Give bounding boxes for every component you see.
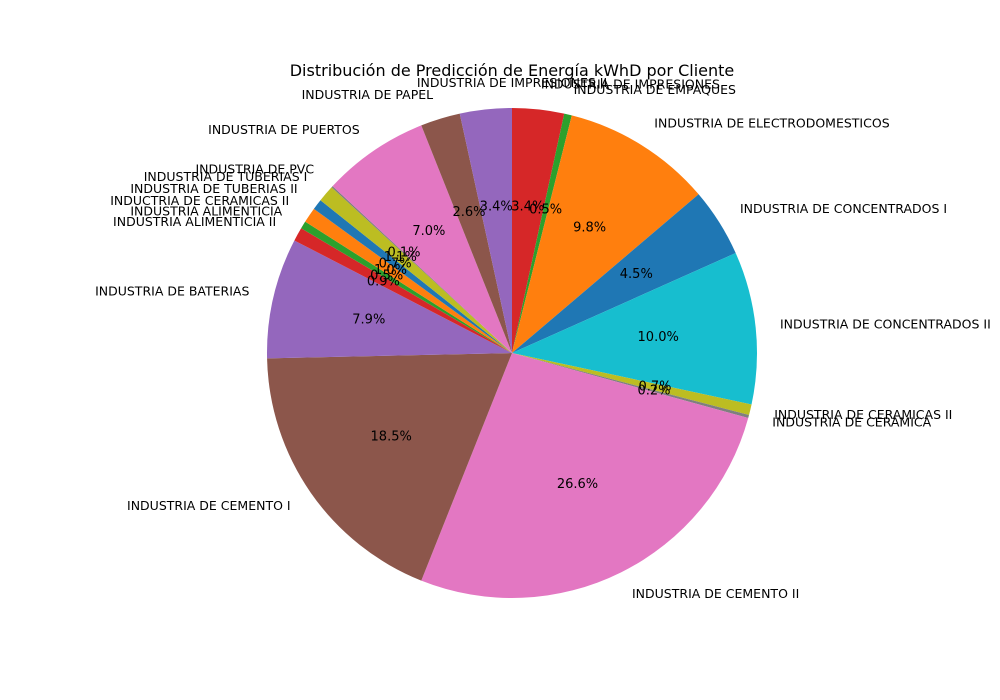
slice-label: INDUSTRIA DE TUBERIAS I bbox=[144, 169, 308, 184]
slice-percent: 7.0% bbox=[412, 224, 445, 239]
slice-label: INDUSTRIA DE IMPRESIONES II bbox=[417, 75, 607, 90]
slice-label: INDUCTRIA DE CERAMICAS II bbox=[110, 193, 289, 208]
slice-percent: 0.9% bbox=[367, 274, 400, 289]
slice-label: INDUSTRIA DE CERAMICAS II bbox=[774, 407, 952, 422]
slice-percent: 10.0% bbox=[638, 330, 679, 345]
slice-percent: 0.7% bbox=[379, 256, 412, 271]
chart-title: Distribución de Predicción de Energía kW… bbox=[290, 61, 735, 80]
slice-percent: 7.9% bbox=[352, 312, 385, 327]
slice-percent: 0.1% bbox=[387, 246, 420, 261]
pie-slice bbox=[512, 113, 572, 353]
pie-slice bbox=[267, 240, 512, 359]
pie-slice bbox=[512, 194, 736, 353]
pie-slices bbox=[267, 108, 758, 599]
pie-slice bbox=[421, 113, 512, 353]
slice-label: INDUSTRIA DE CONCENTRADOS I bbox=[740, 201, 947, 216]
pie-slice bbox=[313, 200, 512, 353]
pie-slice bbox=[459, 108, 512, 353]
slice-label: INDUSTRIA DE PUERTOS bbox=[208, 122, 360, 137]
slice-label: INDUSTRIA DE PAPEL bbox=[302, 87, 433, 102]
slice-percent: 3.4% bbox=[480, 199, 513, 214]
slice-percent: 4.5% bbox=[620, 267, 653, 282]
slice-label: INDUSTRIA DE TUBERIAS II bbox=[130, 181, 297, 196]
slice-percent: 9.8% bbox=[573, 221, 606, 236]
pie-slice bbox=[332, 125, 512, 353]
pie-slice bbox=[512, 353, 752, 416]
slice-percent: 1.0% bbox=[374, 263, 407, 278]
slice-label: INDUSTRIA DE PVC bbox=[196, 162, 315, 177]
pie-slice bbox=[512, 253, 758, 405]
pie-slice bbox=[331, 186, 512, 353]
slice-label: INDUSTRIA DE CEMENTO I bbox=[127, 498, 291, 513]
pie-slice bbox=[421, 353, 749, 599]
slice-percent: 26.6% bbox=[557, 477, 598, 492]
slice-label: INDUSTRIA DE BATERIAS bbox=[95, 284, 249, 299]
slice-percent: 1.1% bbox=[384, 250, 417, 265]
slice-percent: 0.2% bbox=[637, 384, 670, 399]
slice-label: INDUSTRIA DE CERAMICA bbox=[772, 414, 931, 429]
pie-slice bbox=[294, 228, 512, 353]
pie-percent-labels: 3.4%0.5%9.8%4.5%10.0%0.7%0.2%26.6%18.5%7… bbox=[352, 199, 679, 492]
pie-slice bbox=[305, 208, 512, 353]
slice-percent: 0.7% bbox=[638, 380, 671, 395]
pie-slice bbox=[267, 353, 512, 581]
slice-percent: 3.4% bbox=[511, 199, 544, 214]
slice-label: INDUSTRIA ALIMENTICIA II bbox=[113, 214, 276, 229]
slice-label: INDUSTRIA DE EMPAQUES bbox=[574, 82, 736, 97]
pie-slice bbox=[301, 221, 512, 353]
pie-slice bbox=[320, 187, 512, 353]
slice-label: INDUSTRIA DE IMPRESIONES bbox=[541, 77, 720, 92]
slice-label: INDUSTRIA ALIMENTICIA bbox=[130, 204, 282, 219]
slice-percent: 2.6% bbox=[452, 205, 485, 220]
slice-percent: 0.5% bbox=[529, 202, 562, 217]
slice-label: INDUSTRIA DE CEMENTO II bbox=[632, 586, 799, 601]
slice-label: INDUSTRIA DE CONCENTRADOS II bbox=[780, 316, 991, 331]
slice-label: INDUSTRIA DE ELECTRODOMESTICOS bbox=[654, 116, 889, 131]
slice-percent: 0.5% bbox=[370, 269, 403, 284]
pie-slice bbox=[512, 108, 565, 353]
pie-slice bbox=[512, 115, 699, 353]
slice-percent: 18.5% bbox=[371, 429, 412, 444]
pie-slice bbox=[512, 353, 750, 419]
